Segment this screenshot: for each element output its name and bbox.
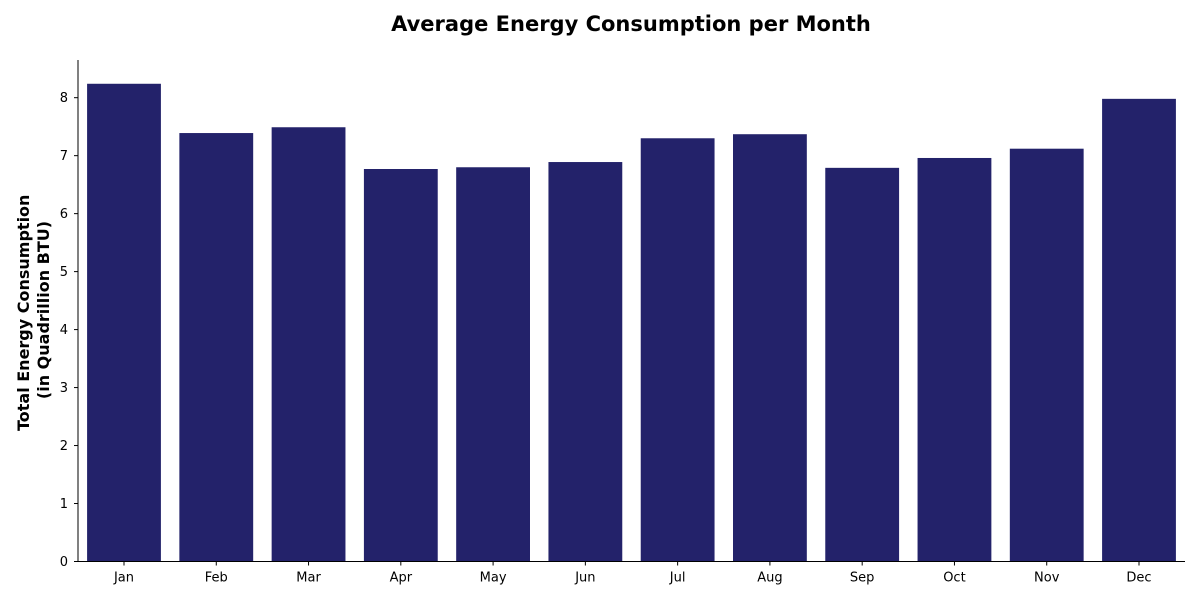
y-tick-label-8: 8 <box>60 91 68 106</box>
bar-feb <box>179 133 254 562</box>
y-tick-label-0: 0 <box>60 555 68 570</box>
y-tick-label-5: 5 <box>60 265 68 280</box>
x-tick-label-dec: Dec <box>1126 571 1151 586</box>
x-tick-label-aug: Aug <box>757 571 782 586</box>
y-axis-label-line-1: Total Energy Consumption <box>14 195 33 431</box>
y-ticks: 0 1 2 3 4 5 6 7 8 <box>60 91 78 570</box>
bar-nov <box>1009 148 1084 562</box>
x-tick-label-apr: Apr <box>390 571 413 586</box>
x-ticks: Jan Feb Mar Apr May Jun Jul Aug Sep Oct Nov Dec <box>113 561 1152 586</box>
y-axis-label: Total Energy Consumption (in Quadrillion… <box>14 189 53 431</box>
y-tick-label-1: 1 <box>60 497 68 512</box>
chart-title: Average Energy Consumption per Month <box>391 12 871 36</box>
x-tick-label-jan: Jan <box>113 571 134 586</box>
x-tick-label-sep: Sep <box>850 571 875 586</box>
y-axis-label-line-2: (in Quadrillion BTU) <box>34 221 53 399</box>
x-tick-label-may: May <box>480 571 507 586</box>
bar-jul <box>640 138 715 562</box>
x-tick-label-jul: Jul <box>669 571 686 586</box>
x-tick-label-nov: Nov <box>1034 571 1060 586</box>
y-tick-label-3: 3 <box>60 381 68 396</box>
bar-oct <box>917 157 992 562</box>
bar-jun <box>548 162 623 562</box>
y-tick-label-6: 6 <box>60 207 68 222</box>
bar-aug <box>733 134 807 562</box>
bar-dec <box>1102 98 1176 562</box>
bar-mar <box>271 127 346 562</box>
x-tick-label-oct: Oct <box>943 571 965 586</box>
bar-sep <box>825 167 900 562</box>
y-tick-label-2: 2 <box>60 439 68 454</box>
x-tick-label-mar: Mar <box>296 571 321 586</box>
bars-layer <box>87 83 1176 562</box>
bar-jan <box>87 83 161 562</box>
y-tick-label-4: 4 <box>60 323 68 338</box>
x-tick-label-jun: Jun <box>574 571 595 586</box>
bar-apr <box>363 169 438 562</box>
bar-may <box>456 167 530 562</box>
y-tick-label-7: 7 <box>60 149 68 164</box>
x-tick-label-feb: Feb <box>205 571 228 586</box>
